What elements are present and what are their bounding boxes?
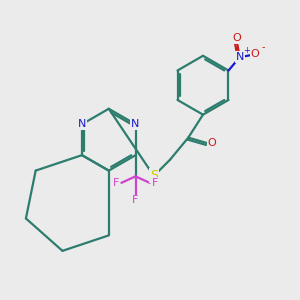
Text: O: O: [232, 33, 241, 43]
Text: N: N: [131, 119, 140, 129]
Text: F: F: [152, 178, 158, 188]
Text: F: F: [113, 178, 119, 188]
Text: S: S: [150, 169, 158, 182]
Text: O: O: [208, 138, 216, 148]
Text: +: +: [244, 46, 250, 56]
Text: O: O: [250, 49, 260, 59]
Text: N: N: [236, 52, 244, 62]
Text: N: N: [78, 119, 86, 129]
Text: -: -: [262, 43, 265, 52]
Text: F: F: [132, 196, 139, 206]
